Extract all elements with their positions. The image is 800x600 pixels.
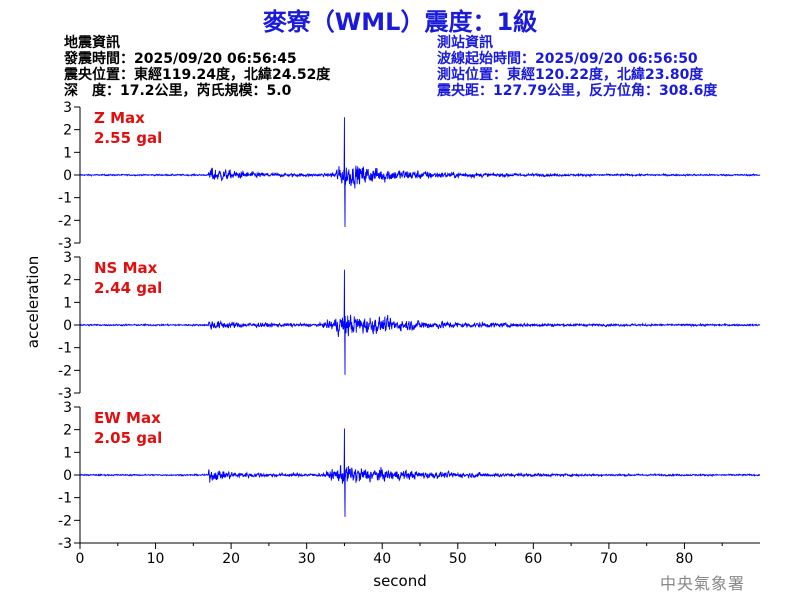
y-tick-label: -3 (58, 536, 72, 552)
y-tick-label: 1 (63, 145, 72, 161)
x-tick-label: 70 (600, 551, 618, 567)
y-axis-title: acceleration (24, 256, 42, 348)
y-tick-label: -1 (58, 191, 72, 207)
y-tick-label: 0 (63, 468, 72, 484)
x-tick-label: 60 (524, 551, 542, 567)
y-tick-label: -1 (58, 341, 72, 357)
y-tick-label: 2 (63, 423, 72, 439)
x-axis-title: second (373, 572, 427, 590)
component-label: EW Max (94, 409, 161, 427)
x-tick-label: 0 (76, 551, 85, 567)
y-tick-label: 2 (63, 273, 72, 289)
y-tick-label: 1 (63, 445, 72, 461)
waveform-start-time: 波線起始時間：2025/09/20 06:56:50 (437, 51, 698, 67)
y-tick-label: 2 (63, 123, 72, 139)
max-value-label: 2.44 gal (94, 279, 162, 297)
agency-watermark: 中央氣象署 (659, 574, 745, 593)
x-tick-label: 80 (676, 551, 694, 567)
epicenter-location: 震央位置：東經119.24度，北緯24.52度 (64, 67, 331, 83)
y-tick-label: 0 (63, 318, 72, 334)
station-location: 測站位置：東經120.22度，北緯23.80度 (437, 67, 704, 83)
component-label: Z Max (94, 109, 145, 127)
y-tick-label: -3 (58, 386, 72, 402)
x-tick-label: 40 (373, 551, 391, 567)
station-info: 測站資訊 波線起始時間：2025/09/20 06:56:50 測站位置：東經1… (437, 35, 717, 99)
earthquake-info-heading: 地震資訊 (64, 35, 120, 51)
waveform-line (79, 269, 761, 375)
y-tick-label: 1 (63, 295, 72, 311)
x-tick-label: 20 (222, 551, 240, 567)
x-tick-label: 30 (298, 551, 316, 567)
y-tick-label: -1 (58, 491, 72, 507)
max-value-label: 2.55 gal (94, 129, 162, 147)
origin-time: 發震時間：2025/09/20 06:56:45 (64, 51, 297, 67)
y-tick-label: 3 (63, 250, 72, 266)
component-label: NS Max (94, 259, 158, 277)
station-info-heading: 測站資訊 (437, 35, 493, 51)
x-tick-label: 50 (449, 551, 467, 567)
waveform-line (79, 428, 761, 517)
waveform-line (79, 117, 761, 228)
y-tick-label: 3 (63, 100, 72, 116)
y-tick-label: -2 (58, 363, 72, 379)
x-tick-label: 10 (147, 551, 165, 567)
y-tick-label: -3 (58, 236, 72, 252)
y-tick-label: 0 (63, 168, 72, 184)
page-title: 麥寮（WML）震度：1級 (262, 8, 538, 36)
y-tick-label: 3 (63, 400, 72, 416)
earthquake-info: 地震資訊 發震時間：2025/09/20 06:56:45 震央位置：東經119… (64, 35, 330, 99)
depth-magnitude: 深 度：17.2公里，芮氏規模：5.0 (64, 83, 292, 99)
y-tick-label: -2 (58, 513, 72, 529)
max-value-label: 2.05 gal (94, 429, 162, 447)
epicentral-distance: 震央距：127.79公里，反方位角：308.6度 (437, 83, 718, 99)
y-tick-label: -2 (58, 213, 72, 229)
